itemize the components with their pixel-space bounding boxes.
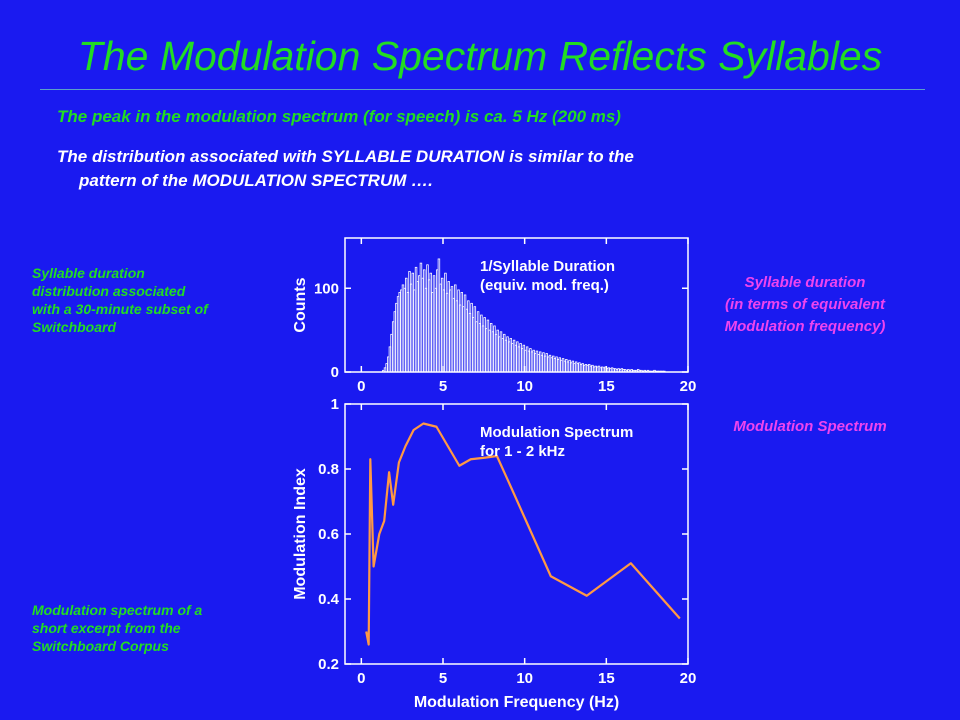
spectrum-ytick-label: 0.6 (318, 526, 339, 543)
right-label-modulation-spectrum: Modulation Spectrum (733, 418, 887, 435)
bullet-distribution-statement: The distribution associated with SYLLABL… (57, 145, 897, 193)
histogram-bar (663, 370, 666, 373)
note-line: with a 30-minute subset of (32, 301, 208, 317)
right-label-syllable-duration: Syllable duration (in terms of equivalen… (680, 272, 930, 338)
label-line: (in terms of equivalent (724, 296, 886, 313)
spectrum-xtick-label: 0 (357, 670, 365, 687)
modulation-spectrum-curve (365, 422, 681, 646)
spectrum-legend-line1: Modulation Spectrum (480, 424, 633, 441)
spectrum-ylabel: Modulation Index (292, 468, 309, 600)
spectrum-ytick-label: 0.2 (318, 656, 339, 673)
spectrum-ytick-label: 0.8 (318, 461, 339, 478)
bullet2-line1: The distribution associated with SYLLABL… (57, 147, 634, 166)
spectrum-ytick-label: 1 (331, 396, 339, 413)
left-note-syllable-duration: Syllable duration distribution associate… (32, 264, 272, 336)
histogram-xtick-label: 0 (357, 378, 365, 395)
bullet-peak-statement: The peak in the modulation spectrum (for… (57, 107, 621, 126)
label-line: Modulation frequency) (724, 318, 886, 335)
spectrum-xtick-label: 15 (598, 670, 615, 687)
title-divider (40, 89, 925, 90)
spectrum-xtick-label: 5 (439, 670, 447, 687)
histogram-xtick-label: 5 (439, 378, 447, 395)
left-note-modulation-spectrum: Modulation spectrum of a short excerpt f… (32, 601, 272, 655)
histogram-xtick-label: 15 (598, 378, 615, 395)
note-line: Modulation spectrum of a (32, 602, 203, 618)
label-line: Syllable duration (744, 274, 866, 291)
histogram-ylabel: Counts (292, 277, 309, 332)
note-line: Syllable duration (32, 265, 145, 281)
histogram-ytick-label: 0 (331, 364, 339, 381)
spectrum-xtick-label: 20 (680, 670, 697, 687)
spectrum-xtick-label: 10 (516, 670, 533, 687)
histogram-ytick-label: 100 (314, 280, 339, 297)
note-line: short excerpt from the (32, 620, 181, 636)
histogram-xtick-label: 20 (680, 378, 697, 395)
note-line: Switchboard (32, 319, 117, 335)
histogram-legend-line1: 1/Syllable Duration (480, 258, 615, 275)
bullet2-line2: pattern of the MODULATION SPECTRUM …. (79, 171, 433, 190)
histogram-xtick-label: 10 (516, 378, 533, 395)
spectrum-legend-line2: for 1 - 2 kHz (480, 443, 565, 460)
histogram-legend-line2: (equiv. mod. freq.) (480, 277, 609, 294)
spectrum-xlabel: Modulation Frequency (Hz) (414, 694, 619, 711)
note-line: distribution associated (32, 283, 186, 299)
note-line: Switchboard Corpus (32, 638, 169, 654)
spectrum-ytick-label: 0.4 (318, 591, 340, 608)
slide-title: The Modulation Spectrum Reflects Syllabl… (77, 33, 883, 79)
